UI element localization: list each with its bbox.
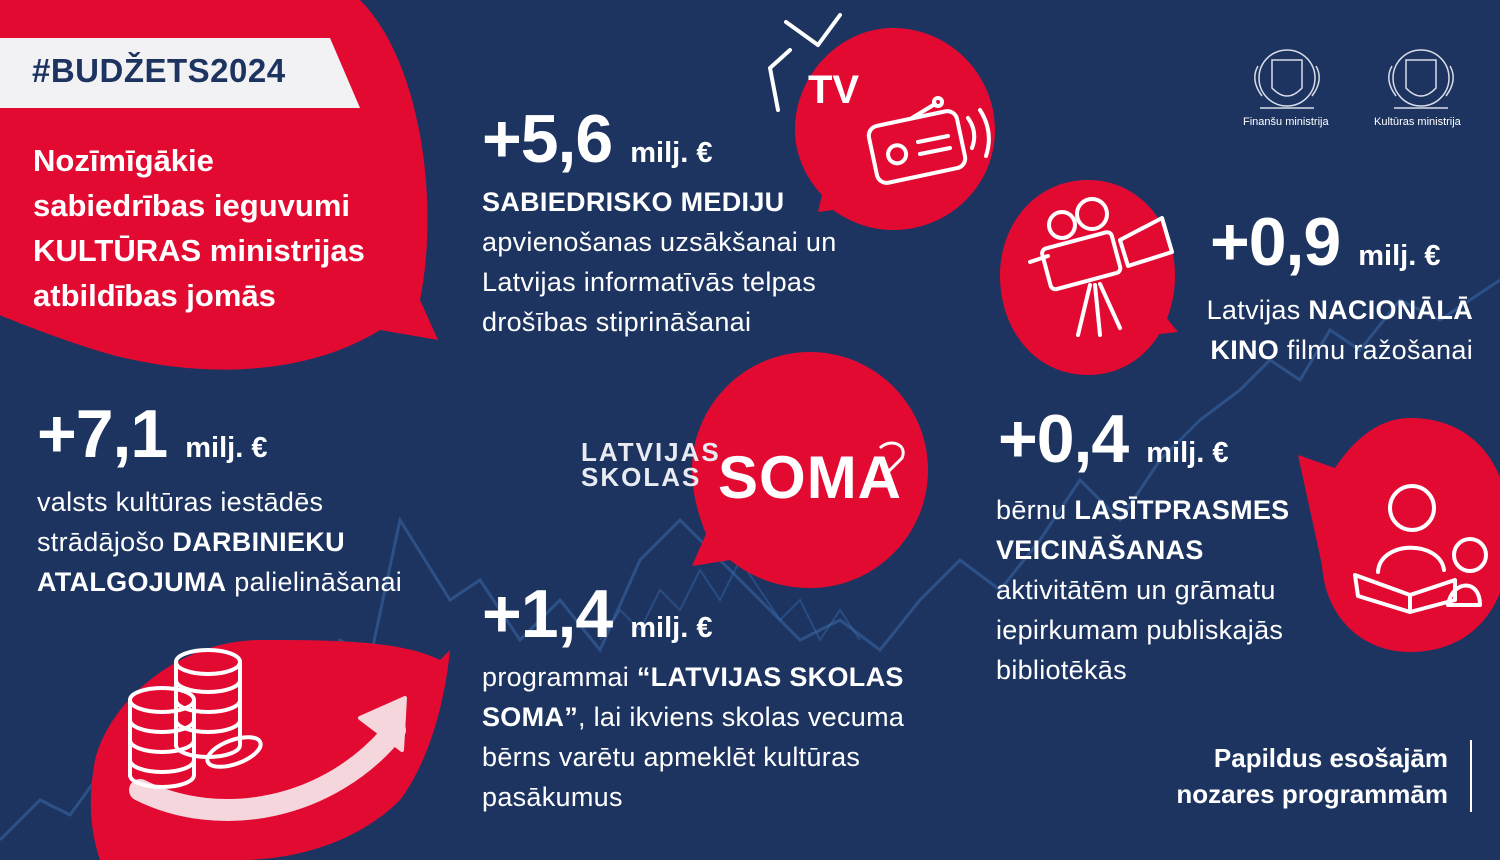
soma-line-1-prefix: programmai [482, 662, 637, 692]
media-line-3: Latvijas informatīvās telpas [482, 267, 817, 297]
literacy-line-4: iepirkumam publiskajās [996, 615, 1284, 645]
soma-logo-small-text: LATVIJAS SKOLAS [581, 437, 721, 492]
footer-divider [1470, 740, 1472, 812]
soma-line-4: pasākumus [482, 782, 623, 812]
hashtag-background [0, 38, 360, 108]
soma-amount: +1,4 milj. € [482, 575, 712, 653]
salary-description: valsts kultūras iestādēs strādājošo DARB… [37, 482, 402, 602]
literacy-highlight-1: LASĪTPRASMES [1074, 495, 1290, 525]
cinema-amount-unit: milj. € [1358, 240, 1441, 272]
hashtag-text: #BUDŽETS2024 [32, 52, 286, 89]
cinema-amount: +0,9 milj. € [1210, 203, 1440, 281]
hashtag-banner: #BUDŽETS2024 [0, 38, 360, 108]
media-amount-value: +5,6 [482, 101, 613, 177]
soma-logo-small-1: LATVIJAS [581, 437, 721, 467]
salary-line-2-prefix: strādājošo [37, 527, 173, 557]
culture-ministry-label: Kultūras ministrija [1374, 116, 1461, 128]
soma-highlight-1: “LATVIJAS SKOLAS [636, 662, 904, 692]
literacy-amount: +0,4 milj. € [998, 400, 1228, 478]
literacy-line-5: bibliotēkās [996, 655, 1127, 685]
media-line-2: apvienošanas uzsākšanai un [482, 227, 837, 257]
intro-line-2: sabiedrības ieguvumi [33, 188, 350, 223]
salary-highlight-2: ATALGOJUMA [37, 567, 227, 597]
literacy-highlight-2: VEICINĀŠANAS [996, 535, 1204, 565]
soma-heart-mark [878, 441, 905, 474]
footer-line-2: nozares programmām [1176, 779, 1448, 809]
finance-ministry-label: Finanšu ministrija [1243, 116, 1329, 128]
literacy-line-3: aktivitātēm un grāmatu [996, 575, 1276, 605]
radio-icon [866, 96, 991, 185]
footer-line-1: Papildus esošajām [1213, 743, 1448, 773]
intro-line-1: Nozīmīgākie [33, 143, 214, 178]
cinema-description: Latvijas NACIONĀLĀ KINO filmu ražošanai [1207, 290, 1473, 370]
footer-note: Papildus esošajām nozares programmām [1176, 740, 1448, 812]
intro-line-4: atbildības jomās [33, 278, 276, 313]
salary-line-1: valsts kultūras iestādēs [37, 487, 324, 517]
cinema-bubble [1000, 180, 1178, 375]
soma-highlight-2: SOMA” [482, 702, 578, 732]
literacy-amount-unit: milj. € [1146, 437, 1229, 469]
soma-amount-unit: milj. € [630, 612, 713, 644]
cinema-suffix: filmu ražošanai [1279, 335, 1473, 365]
soma-description: programmai “LATVIJAS SKOLAS SOMA”, lai i… [482, 657, 904, 817]
media-description: SABIEDRISKO MEDIJU apvienošanas uzsākšan… [482, 182, 837, 342]
cinema-highlight-1: NACIONĀLĀ [1308, 295, 1473, 325]
cinema-highlight-2: KINO [1210, 335, 1280, 365]
literacy-bubble [1298, 418, 1500, 652]
culture-coat-of-arms-icon [1388, 49, 1454, 109]
coins-arrow-icon [128, 648, 407, 821]
cinema-amount-value: +0,9 [1210, 204, 1341, 280]
soma-amount-value: +1,4 [482, 576, 613, 652]
reading-child-icon [1353, 484, 1488, 614]
media-line-4: drošības stiprināšanai [482, 307, 752, 337]
tv-icon-label: TV [808, 68, 860, 112]
soma-line-3: bērns varētu apmeklēt kultūras [482, 742, 861, 772]
salary-amount-value: +7,1 [37, 396, 168, 472]
salary-line-3-suffix: palielināšanai [226, 567, 403, 597]
finance-coat-of-arms-icon [1254, 49, 1320, 109]
background-trend-line-2 [599, 558, 861, 642]
soma-line-2-suffix: , lai ikviens skolas vecuma [578, 702, 905, 732]
literacy-amount-value: +0,4 [998, 401, 1129, 477]
soma-bubble [692, 352, 928, 588]
soma-logo-big-text: SOMA [718, 444, 902, 511]
salary-amount-unit: milj. € [185, 432, 268, 464]
intro-heading: Nozīmīgākie sabiedrības ieguvumi KULTŪRA… [33, 138, 413, 318]
soma-logo-small-2: SKOLAS [581, 462, 702, 492]
cinema-prefix: Latvijas [1206, 295, 1309, 325]
movie-camera-icon [1028, 197, 1174, 337]
literacy-description: bērnu LASĪTPRASMES VEICINĀŠANAS aktivitā… [996, 490, 1289, 690]
tv-icon [768, 13, 842, 112]
literacy-line-1-prefix: bērnu [996, 495, 1075, 525]
tv-bubble [795, 28, 995, 230]
media-amount-unit: milj. € [630, 137, 713, 169]
media-highlight: SABIEDRISKO MEDIJU [482, 187, 785, 217]
salary-highlight-1: DARBINIEKU [172, 527, 345, 557]
intro-line-3: KULTŪRAS ministrijas [33, 233, 365, 268]
salary-amount: +7,1 milj. € [37, 395, 267, 473]
media-amount: +5,6 milj. € [482, 100, 712, 178]
